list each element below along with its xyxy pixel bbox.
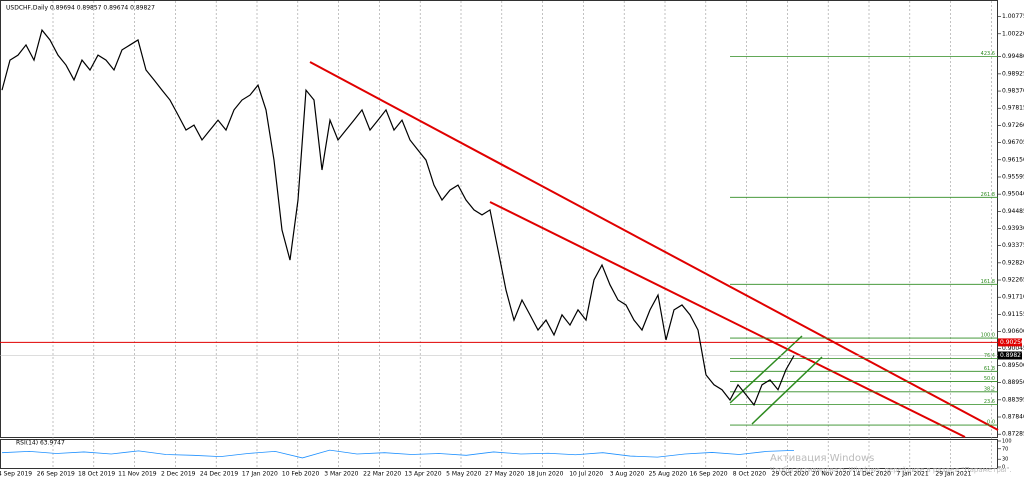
x-tick-label: 11 Nov 2019: [118, 471, 157, 478]
rsi-tick-label: 30: [1002, 457, 1008, 463]
x-tick-label: 7 Jan 2021: [897, 471, 929, 478]
fib-label: 61.8: [984, 366, 995, 372]
trendline: [489, 201, 966, 438]
fib-label: 100.0: [981, 333, 995, 339]
fib-label: 76.4: [984, 353, 995, 359]
channel-line: [751, 356, 823, 425]
y-tick-label: 0.98925: [1002, 70, 1024, 77]
fib-label: 261.8: [981, 192, 995, 198]
price-label: 0.89827: [1000, 352, 1024, 359]
channel-line: [729, 335, 803, 404]
y-tick-label: 0.90045: [1002, 345, 1024, 352]
x-tick-label: 25 Aug 2020: [649, 471, 688, 478]
y-tick-label: 0.87285: [1002, 431, 1024, 438]
x-tick-label: 3 Mar 2020: [324, 471, 358, 478]
fib-label: 23.6: [984, 399, 995, 405]
y-tick-label: 0.91155: [1002, 311, 1024, 318]
x-tick-label: 27 May 2020: [485, 471, 524, 478]
price-box: [998, 351, 1022, 360]
watermark: Чтобы активировать Windows, перейдите в …: [770, 466, 1012, 474]
x-tick-label: 17 Jan 2020: [242, 471, 278, 478]
x-tick-label: 5 May 2020: [446, 471, 481, 478]
price-box: [998, 338, 1022, 347]
x-tick-label: 10 Jul 2020: [569, 471, 603, 478]
rsi-label: RSI(14) 63.9747: [16, 440, 65, 447]
header: USDCHF,Daily 0.89694 0.89857 0.89674 0.8…: [6, 5, 155, 12]
price-label: 0.90250: [1000, 339, 1024, 346]
grid: [52, 1, 992, 468]
x-tick-label: 2 Dec 2019: [161, 471, 196, 478]
x-tick-label: 4 Sep 2019: [0, 471, 32, 478]
x-tick-label: 3 Aug 2020: [610, 471, 645, 478]
y-tick-label: 0.92265: [1002, 277, 1024, 284]
x-tick-label: 13 Apr 2020: [404, 471, 441, 478]
y-tick-label: 0.97815: [1002, 105, 1024, 112]
x-tick-label: 24 Dec 2019: [200, 471, 239, 478]
x-tick-label: 8 Oct 2020: [733, 471, 766, 478]
main-frame: [0, 0, 998, 438]
x-tick-label: 20 Nov 2020: [812, 471, 851, 478]
x-tick-label: 29 Oct 2020: [772, 471, 809, 478]
y-tick-label: 0.94485: [1002, 208, 1024, 215]
watermark: Активация Windows: [770, 453, 874, 464]
x-tick-label: 14 Dec 2020: [853, 471, 892, 478]
x-tick-label: 18 Jun 2020: [527, 471, 563, 478]
x-tick-label: 10 Feb 2020: [282, 471, 320, 478]
x-tick-label: 26 Sep 2019: [37, 471, 75, 478]
x-tick-label: 29 Jan 2021: [935, 471, 971, 478]
rsi-tick-label: 0: [1002, 465, 1005, 471]
fib-label: 161.8: [981, 279, 995, 285]
fib-label: 423.6: [981, 51, 995, 57]
rsi-tick-label: 70: [1002, 446, 1008, 452]
rsi-tick-label: 100: [1002, 439, 1012, 445]
trendline: [309, 61, 999, 431]
y-tick-label: 0.88395: [1002, 396, 1024, 403]
y-tick-label: 0.96705: [1002, 139, 1024, 146]
fib-label: 38.2: [984, 386, 995, 392]
y-tick-label: 0.95595: [1002, 173, 1024, 180]
x-tick-label: 22 Mar 2020: [363, 471, 401, 478]
rsi-frame: [0, 439, 998, 469]
fib-label: 50.0: [984, 376, 995, 382]
y-tick-label: 0.93375: [1002, 242, 1024, 249]
price-line-series: [1, 28, 795, 407]
y-tick-label: 1.00775: [1002, 13, 1024, 20]
x-tick-label: 16 Sep 2020: [690, 471, 728, 478]
rsi-line: [1, 449, 795, 459]
x-tick-label: 18 Oct 2019: [78, 471, 115, 478]
fib-label: 0.0: [987, 420, 995, 426]
